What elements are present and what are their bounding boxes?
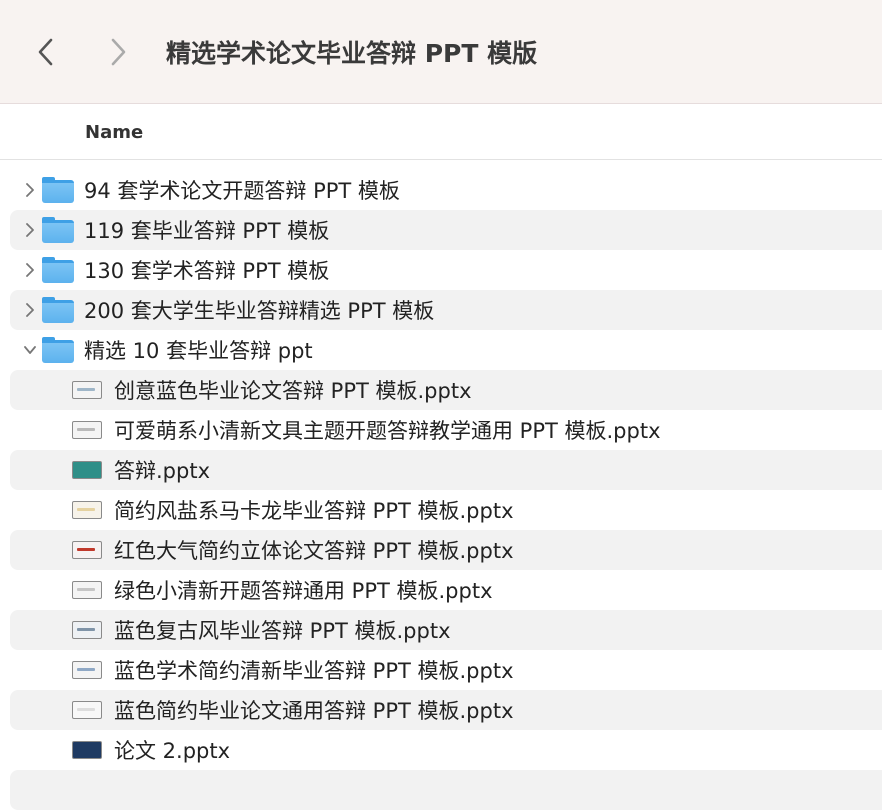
file-row[interactable]: 红色大气简约立体论文答辩 PPT 模板.pptx	[10, 530, 882, 570]
disclosure-button[interactable]	[20, 183, 40, 197]
chevron-right-icon	[26, 183, 34, 197]
chevron-left-icon	[38, 38, 53, 66]
file-row[interactable]: 简约风盐系马卡龙毕业答辩 PPT 模板.pptx	[0, 490, 882, 530]
pptx-thumbnail-icon	[72, 541, 102, 559]
chevron-right-icon	[26, 223, 34, 237]
file-name: 论文 2.pptx	[114, 739, 231, 763]
folder-icon	[42, 337, 74, 363]
file-name: 蓝色学术简约清新毕业答辩 PPT 模板.pptx	[114, 659, 514, 683]
folder-icon	[42, 297, 74, 323]
file-list: 94 套学术论文开题答辩 PPT 模板 119 套毕业答辩 PPT 模板 130 套…	[0, 160, 882, 810]
toolbar: 精选学术论文毕业答辩 PPT 模版	[0, 0, 882, 104]
file-name: 可爱萌系小清新文具主题开题答辩教学通用 PPT 模板.pptx	[114, 419, 661, 443]
folder-name: 200 套大学生毕业答辩精选 PPT 模板	[84, 299, 435, 323]
pptx-thumbnail-icon	[72, 381, 102, 399]
file-name: 红色大气简约立体论文答辩 PPT 模板.pptx	[114, 539, 514, 563]
pptx-thumbnail-icon	[72, 741, 102, 759]
forward-button[interactable]	[106, 36, 130, 68]
window-title: 精选学术论文毕业答辩 PPT 模版	[166, 39, 538, 68]
file-row[interactable]: 创意蓝色毕业论文答辩 PPT 模板.pptx	[10, 370, 882, 410]
file-row[interactable]: 论文 2.pptx	[0, 730, 882, 770]
chevron-right-icon	[26, 263, 34, 277]
chevron-right-icon	[26, 303, 34, 317]
file-row[interactable]: 绿色小清新开题答辩通用 PPT 模板.pptx	[0, 570, 882, 610]
pptx-thumbnail-icon	[72, 661, 102, 679]
pptx-thumbnail-icon	[72, 461, 102, 479]
folder-name: 精选 10 套毕业答辩 ppt	[84, 339, 313, 363]
file-row[interactable]: 蓝色学术简约清新毕业答辩 PPT 模板.pptx	[0, 650, 882, 690]
file-row[interactable]: 蓝色复古风毕业答辩 PPT 模板.pptx	[10, 610, 882, 650]
file-name: 蓝色复古风毕业答辩 PPT 模板.pptx	[114, 619, 451, 643]
disclosure-button[interactable]	[20, 223, 40, 237]
file-name: 蓝色简约毕业论文通用答辩 PPT 模板.pptx	[114, 699, 514, 723]
pptx-thumbnail-icon	[72, 581, 102, 599]
folder-row[interactable]: 94 套学术论文开题答辩 PPT 模板	[0, 170, 882, 210]
chevron-right-icon	[111, 38, 126, 66]
file-name: 答辩.pptx	[114, 459, 210, 483]
file-name: 创意蓝色毕业论文答辩 PPT 模板.pptx	[114, 379, 472, 403]
file-row[interactable]: 可爱萌系小清新文具主题开题答辩教学通用 PPT 模板.pptx	[0, 410, 882, 450]
folder-name: 119 套毕业答辩 PPT 模板	[84, 219, 330, 243]
pptx-thumbnail-icon	[72, 501, 102, 519]
folder-name: 130 套学术答辩 PPT 模板	[84, 259, 330, 283]
pptx-thumbnail-icon	[72, 701, 102, 719]
file-name: 简约风盐系马卡龙毕业答辩 PPT 模板.pptx	[114, 499, 514, 523]
name-column-header[interactable]: Name	[85, 122, 144, 143]
folder-icon	[42, 177, 74, 203]
folder-name: 94 套学术论文开题答辩 PPT 模板	[84, 179, 400, 203]
folder-row[interactable]: 精选 10 套毕业答辩 ppt	[0, 330, 882, 370]
disclosure-button[interactable]	[20, 303, 40, 317]
back-button[interactable]	[34, 36, 58, 68]
pptx-thumbnail-icon	[72, 421, 102, 439]
file-row[interactable]: 蓝色简约毕业论文通用答辩 PPT 模板.pptx	[10, 690, 882, 730]
column-header: Name	[0, 104, 882, 160]
file-name: 绿色小清新开题答辩通用 PPT 模板.pptx	[114, 579, 493, 603]
file-row[interactable]: 答辩.pptx	[10, 450, 882, 490]
folder-row[interactable]: 130 套学术答辩 PPT 模板	[0, 250, 882, 290]
folder-icon	[42, 217, 74, 243]
disclosure-button[interactable]	[20, 263, 40, 277]
chevron-down-icon	[24, 346, 36, 354]
disclosure-button[interactable]	[20, 343, 40, 357]
folder-row[interactable]: 119 套毕业答辩 PPT 模板	[10, 210, 882, 250]
folder-row[interactable]: 200 套大学生毕业答辩精选 PPT 模板	[10, 290, 882, 330]
pptx-thumbnail-icon	[72, 621, 102, 639]
folder-icon	[42, 257, 74, 283]
empty-row	[10, 770, 882, 810]
